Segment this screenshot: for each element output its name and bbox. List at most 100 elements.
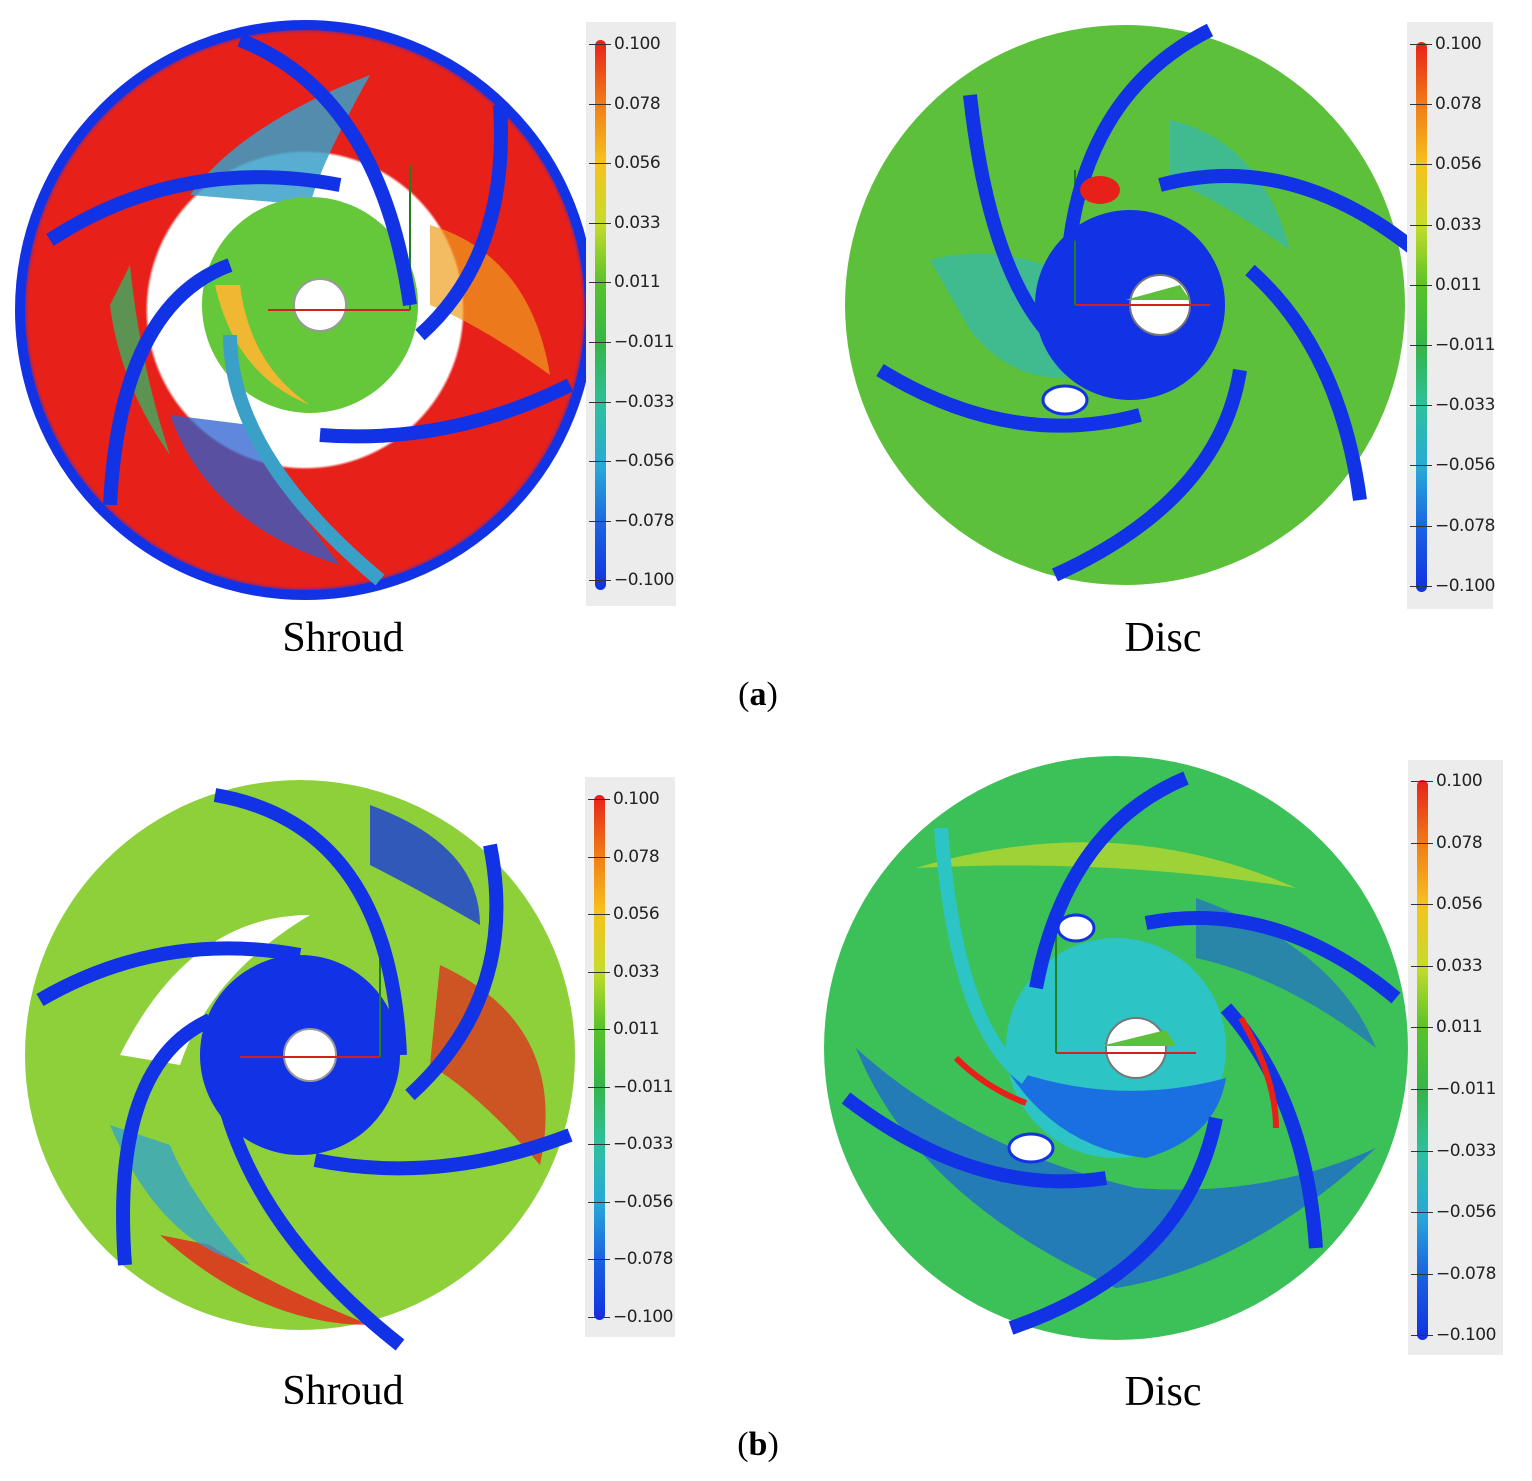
scale-tick-label: 0.033	[613, 961, 660, 982]
scale-tick-label: 0.078	[614, 93, 661, 114]
scale-tick-label: 0.100	[1435, 34, 1482, 54]
scale-tick	[1410, 345, 1432, 346]
scale-tick-label: −0.100	[613, 1306, 673, 1327]
scale-tick	[1411, 904, 1433, 906]
scale-tick	[1410, 224, 1432, 226]
scale-tick-label: 0.056	[613, 904, 660, 924]
scale-tick	[589, 461, 611, 463]
scale-tick	[588, 914, 610, 915]
scale-tick-label: 0.056	[614, 153, 661, 174]
scale-tick-label: 0.078	[1435, 94, 1482, 115]
scale-tick	[1410, 104, 1432, 106]
scale-tick-label: 0.100	[614, 34, 661, 54]
scale-tick-label: 0.078	[613, 846, 660, 867]
scale-tick	[1411, 1273, 1433, 1275]
scale-tick-label: −0.033	[614, 391, 674, 412]
scale-tick	[589, 163, 611, 165]
scale-tick	[1410, 585, 1432, 587]
scale-tick-label: 0.011	[1436, 1017, 1483, 1038]
color-scale-a-disc: 0.100 0.078 0.056 0.033 0.011 −0.011 −0.033 −0.…	[1407, 22, 1495, 609]
scale-tick	[1411, 781, 1433, 782]
panel-a-disc: 0.100 0.078 0.056 0.033 0.011 −0.011 −0.033 −0.…	[820, 0, 1520, 670]
scale-tick	[1410, 284, 1432, 286]
figure-label-a: (a)	[698, 676, 818, 714]
color-scale-b-disc: 0.100 0.078 0.056 0.033 0.011 −0.011 −0.033 −0.…	[1408, 760, 1503, 1355]
scale-tick-label: 0.056	[1435, 154, 1482, 175]
scale-tick	[1411, 1335, 1433, 1337]
scale-tick-label: −0.078	[613, 1249, 673, 1269]
scale-tick	[588, 1029, 610, 1030]
color-scale-bar	[1417, 780, 1428, 1340]
caption-disc-a: Disc	[1124, 615, 1202, 661]
scale-tick	[588, 1316, 610, 1318]
scale-tick	[589, 342, 611, 343]
scale-tick-label: −0.056	[614, 451, 674, 472]
scale-tick	[588, 799, 610, 800]
scale-tick	[1411, 1150, 1433, 1152]
scale-tick-label: −0.033	[613, 1134, 673, 1154]
caption-shroud-a: Shroud	[282, 615, 404, 661]
panel-a-shroud: 0.100 0.078 0.056 0.033 0.011 −0.011 −0.033 −0.…	[0, 0, 700, 670]
scale-tick	[588, 1144, 610, 1145]
scale-tick-label: 0.100	[1436, 771, 1483, 791]
scale-tick	[1411, 965, 1433, 967]
scale-tick-label: −0.033	[1436, 1140, 1496, 1161]
scale-tick-label: 0.033	[1436, 955, 1483, 976]
color-scale-bar	[595, 40, 606, 590]
caption-disc-b: Disc	[1124, 1369, 1202, 1415]
label-letter: a	[749, 676, 767, 713]
scale-tick-label: 0.033	[614, 212, 661, 233]
label-open: (	[737, 1426, 749, 1463]
scale-tick-label: −0.011	[1435, 335, 1495, 355]
scale-tick	[589, 103, 611, 105]
scale-tick	[1411, 1089, 1433, 1090]
scale-tick	[1410, 405, 1432, 407]
scale-tick	[1410, 465, 1432, 467]
scale-tick	[1411, 1212, 1433, 1214]
label-close: )	[767, 1426, 779, 1463]
scale-tick-label: −0.078	[614, 510, 674, 531]
panel-b-shroud: 0.100 0.078 0.056 0.033 0.011 −0.011 −0.033 −0.…	[0, 755, 700, 1425]
scale-tick	[1410, 525, 1432, 527]
scale-tick	[589, 520, 611, 522]
scale-tick	[589, 580, 611, 582]
scale-tick-label: −0.100	[1435, 575, 1495, 596]
scale-tick-label: −0.056	[613, 1191, 673, 1212]
scale-tick	[588, 1259, 610, 1260]
scale-tick-label: 0.078	[1436, 832, 1483, 853]
scale-tick-label: 0.011	[614, 272, 661, 293]
scale-tick-label: −0.100	[1436, 1325, 1496, 1346]
scale-tick	[589, 44, 611, 45]
scale-tick	[588, 971, 610, 973]
scale-tick-label: −0.011	[614, 332, 674, 352]
scale-tick-label: 0.011	[613, 1019, 660, 1039]
label-open: (	[738, 676, 750, 713]
scale-tick-label: −0.100	[614, 570, 674, 591]
scale-tick	[1410, 44, 1432, 45]
impeller-disc-b-image	[824, 756, 1408, 1340]
impeller-shroud-a-image	[15, 20, 595, 600]
scale-tick-label: 0.033	[1435, 214, 1482, 235]
scale-tick-label: −0.078	[1436, 1263, 1496, 1284]
scale-tick-label: 0.100	[613, 789, 660, 809]
panel-b-disc: 0.100 0.078 0.056 0.033 0.011 −0.011 −0.033 −0.…	[806, 748, 1532, 1428]
scale-tick-label: 0.056	[1436, 894, 1483, 915]
color-scale-b-shroud: 0.100 0.078 0.056 0.033 0.011 −0.011 −0.033 −0.…	[585, 777, 675, 1337]
scale-tick	[1410, 164, 1432, 166]
scale-tick-label: −0.033	[1435, 395, 1495, 416]
impeller-disc-a-image	[845, 23, 1420, 585]
scale-tick-label: −0.011	[613, 1076, 673, 1097]
scale-tick	[1411, 842, 1433, 844]
scale-tick-label: −0.056	[1435, 455, 1495, 476]
scale-tick-label: −0.011	[1436, 1079, 1496, 1099]
figure-label-b: (b)	[698, 1426, 818, 1464]
scale-tick	[1411, 1027, 1433, 1029]
scale-tick	[589, 282, 611, 284]
scale-tick	[589, 222, 611, 224]
color-scale-bar	[1416, 42, 1427, 592]
scale-tick-label: −0.056	[1436, 1202, 1496, 1223]
caption-shroud-b: Shroud	[282, 1368, 404, 1414]
label-close: )	[766, 676, 778, 713]
scale-tick-label: 0.011	[1435, 274, 1482, 295]
label-letter: b	[748, 1426, 768, 1463]
